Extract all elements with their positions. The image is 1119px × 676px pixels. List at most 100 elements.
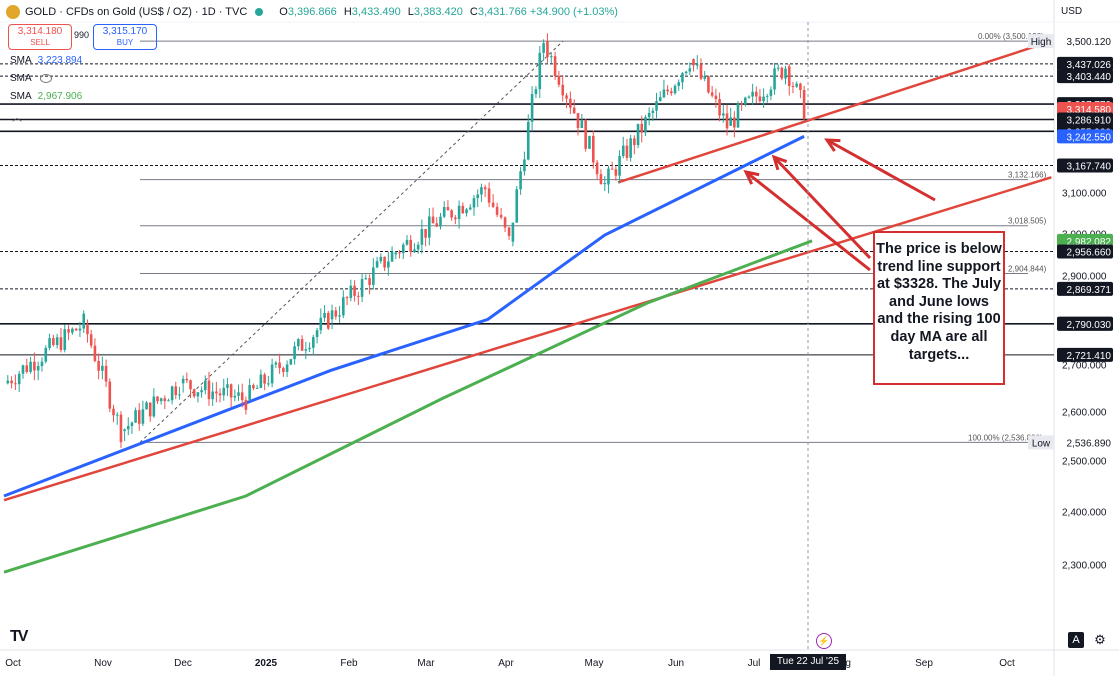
candle-body (595, 162, 599, 175)
candle-body (569, 98, 572, 108)
annotation-arrowhead (771, 154, 788, 171)
candle-body (621, 145, 625, 156)
price-label: 3,403.440 (1067, 72, 1112, 83)
candle-body (383, 256, 386, 268)
candle-body (25, 365, 29, 372)
candle-body (267, 383, 270, 385)
candle-body (472, 198, 476, 208)
candle-body (282, 368, 285, 372)
tradingview-logo[interactable]: TV (10, 628, 29, 645)
trend-line (617, 40, 1052, 184)
price-label: 2,956.660 (1067, 247, 1112, 258)
candle-body (780, 67, 784, 79)
candle-body (304, 349, 308, 351)
candle-body (86, 323, 89, 335)
candle-body (353, 285, 356, 296)
candle-body (334, 310, 338, 317)
candle-body (189, 380, 192, 390)
candle-body (170, 386, 174, 401)
candle-body (523, 159, 526, 172)
candle-body (420, 229, 424, 245)
candle-body (398, 252, 401, 254)
auto-scale-button[interactable]: A (1068, 632, 1084, 648)
candle-body (428, 216, 431, 238)
collapse-legend-icon[interactable]: ︿ (12, 113, 22, 124)
candle-body (141, 409, 145, 424)
candle-body (300, 339, 304, 351)
price-label: 3,500.120 (1067, 37, 1112, 48)
candle-body (97, 360, 100, 371)
candle-body (123, 429, 126, 432)
annotation-arrow (772, 155, 872, 260)
candle-body (747, 96, 751, 98)
y-tick-label: 2,600.000 (1062, 408, 1107, 419)
candle-body (270, 364, 274, 384)
buy-button[interactable]: 3,315.170 BUY (93, 24, 157, 50)
candle-body (754, 91, 758, 97)
settings-gear-icon[interactable]: ⚙ (1094, 632, 1106, 647)
sma-50-legend[interactable]: SMA (10, 73, 52, 84)
candle-body (211, 391, 214, 400)
candle-body (461, 205, 465, 214)
x-tick-label: Jun (668, 658, 684, 669)
price-label-bg (1057, 158, 1113, 173)
candle-body (546, 41, 549, 58)
candle-body (312, 337, 315, 348)
candle-body (673, 85, 677, 94)
candle-body (200, 390, 203, 393)
candle-body (725, 113, 729, 129)
candle-body (530, 94, 534, 122)
candle-body (63, 329, 67, 350)
fib-trend-line (139, 40, 564, 443)
candle-body (416, 244, 420, 250)
price-label: 2,982.082 (1067, 237, 1112, 248)
candle-body (101, 365, 104, 371)
candle-body (703, 76, 707, 79)
chart-header: GOLD · CFDs on Gold (US$ / OZ) · 1D · TV… (6, 4, 618, 20)
candle-body (688, 68, 692, 72)
annotation-arrowhead (824, 138, 841, 152)
candle-body (495, 206, 499, 215)
candle-body (607, 168, 610, 185)
price-label-bg (1057, 281, 1113, 296)
visibility-off-icon[interactable] (39, 73, 52, 83)
candle-body (439, 216, 442, 227)
price-label-bg (1057, 316, 1113, 331)
candle-body (29, 361, 32, 372)
candle-body (507, 227, 511, 236)
sma-200-legend[interactable]: SMA 2,967.906 (10, 91, 83, 102)
candle-body (511, 222, 515, 242)
candle-body (44, 347, 48, 362)
fib-level-label: 100.00% (2,536.890) (968, 433, 1043, 442)
candle-body (744, 97, 747, 105)
candle-body (636, 123, 640, 146)
candle-body (413, 249, 416, 253)
candle-body (289, 359, 293, 365)
candle-body (633, 138, 636, 146)
event-marker-icon[interactable]: ⚡ (816, 633, 832, 649)
candle-body (670, 91, 673, 94)
candle-body (549, 56, 553, 58)
ohlc-readout: O3,396.866 H3,433.490 L3,383.420 C3,431.… (279, 6, 618, 18)
x-tick-label: Dec (174, 658, 192, 669)
candle-body (557, 76, 561, 85)
candle-body (457, 205, 461, 220)
price-label-bg (1057, 244, 1113, 259)
candle-body (707, 76, 710, 93)
x-tick-label: Jul (748, 658, 761, 669)
candle-body (156, 396, 159, 402)
sell-button[interactable]: 3,314.180 SELL (8, 24, 72, 50)
candle-body (561, 84, 565, 96)
candle-body (252, 385, 255, 389)
x-tick-label: May (585, 658, 604, 669)
currency-button[interactable]: USD (1061, 6, 1083, 17)
candle-body (625, 145, 629, 158)
candle-body (148, 402, 152, 417)
candle-body (618, 155, 621, 176)
candle-body (519, 171, 522, 190)
candle-body (108, 381, 112, 409)
candle-body (538, 52, 542, 90)
sma-100-legend[interactable]: SMA 3,223.894 (10, 55, 83, 66)
symbol-title[interactable]: GOLD · CFDs on Gold (US$ / OZ) · 1D · TV… (25, 6, 248, 18)
